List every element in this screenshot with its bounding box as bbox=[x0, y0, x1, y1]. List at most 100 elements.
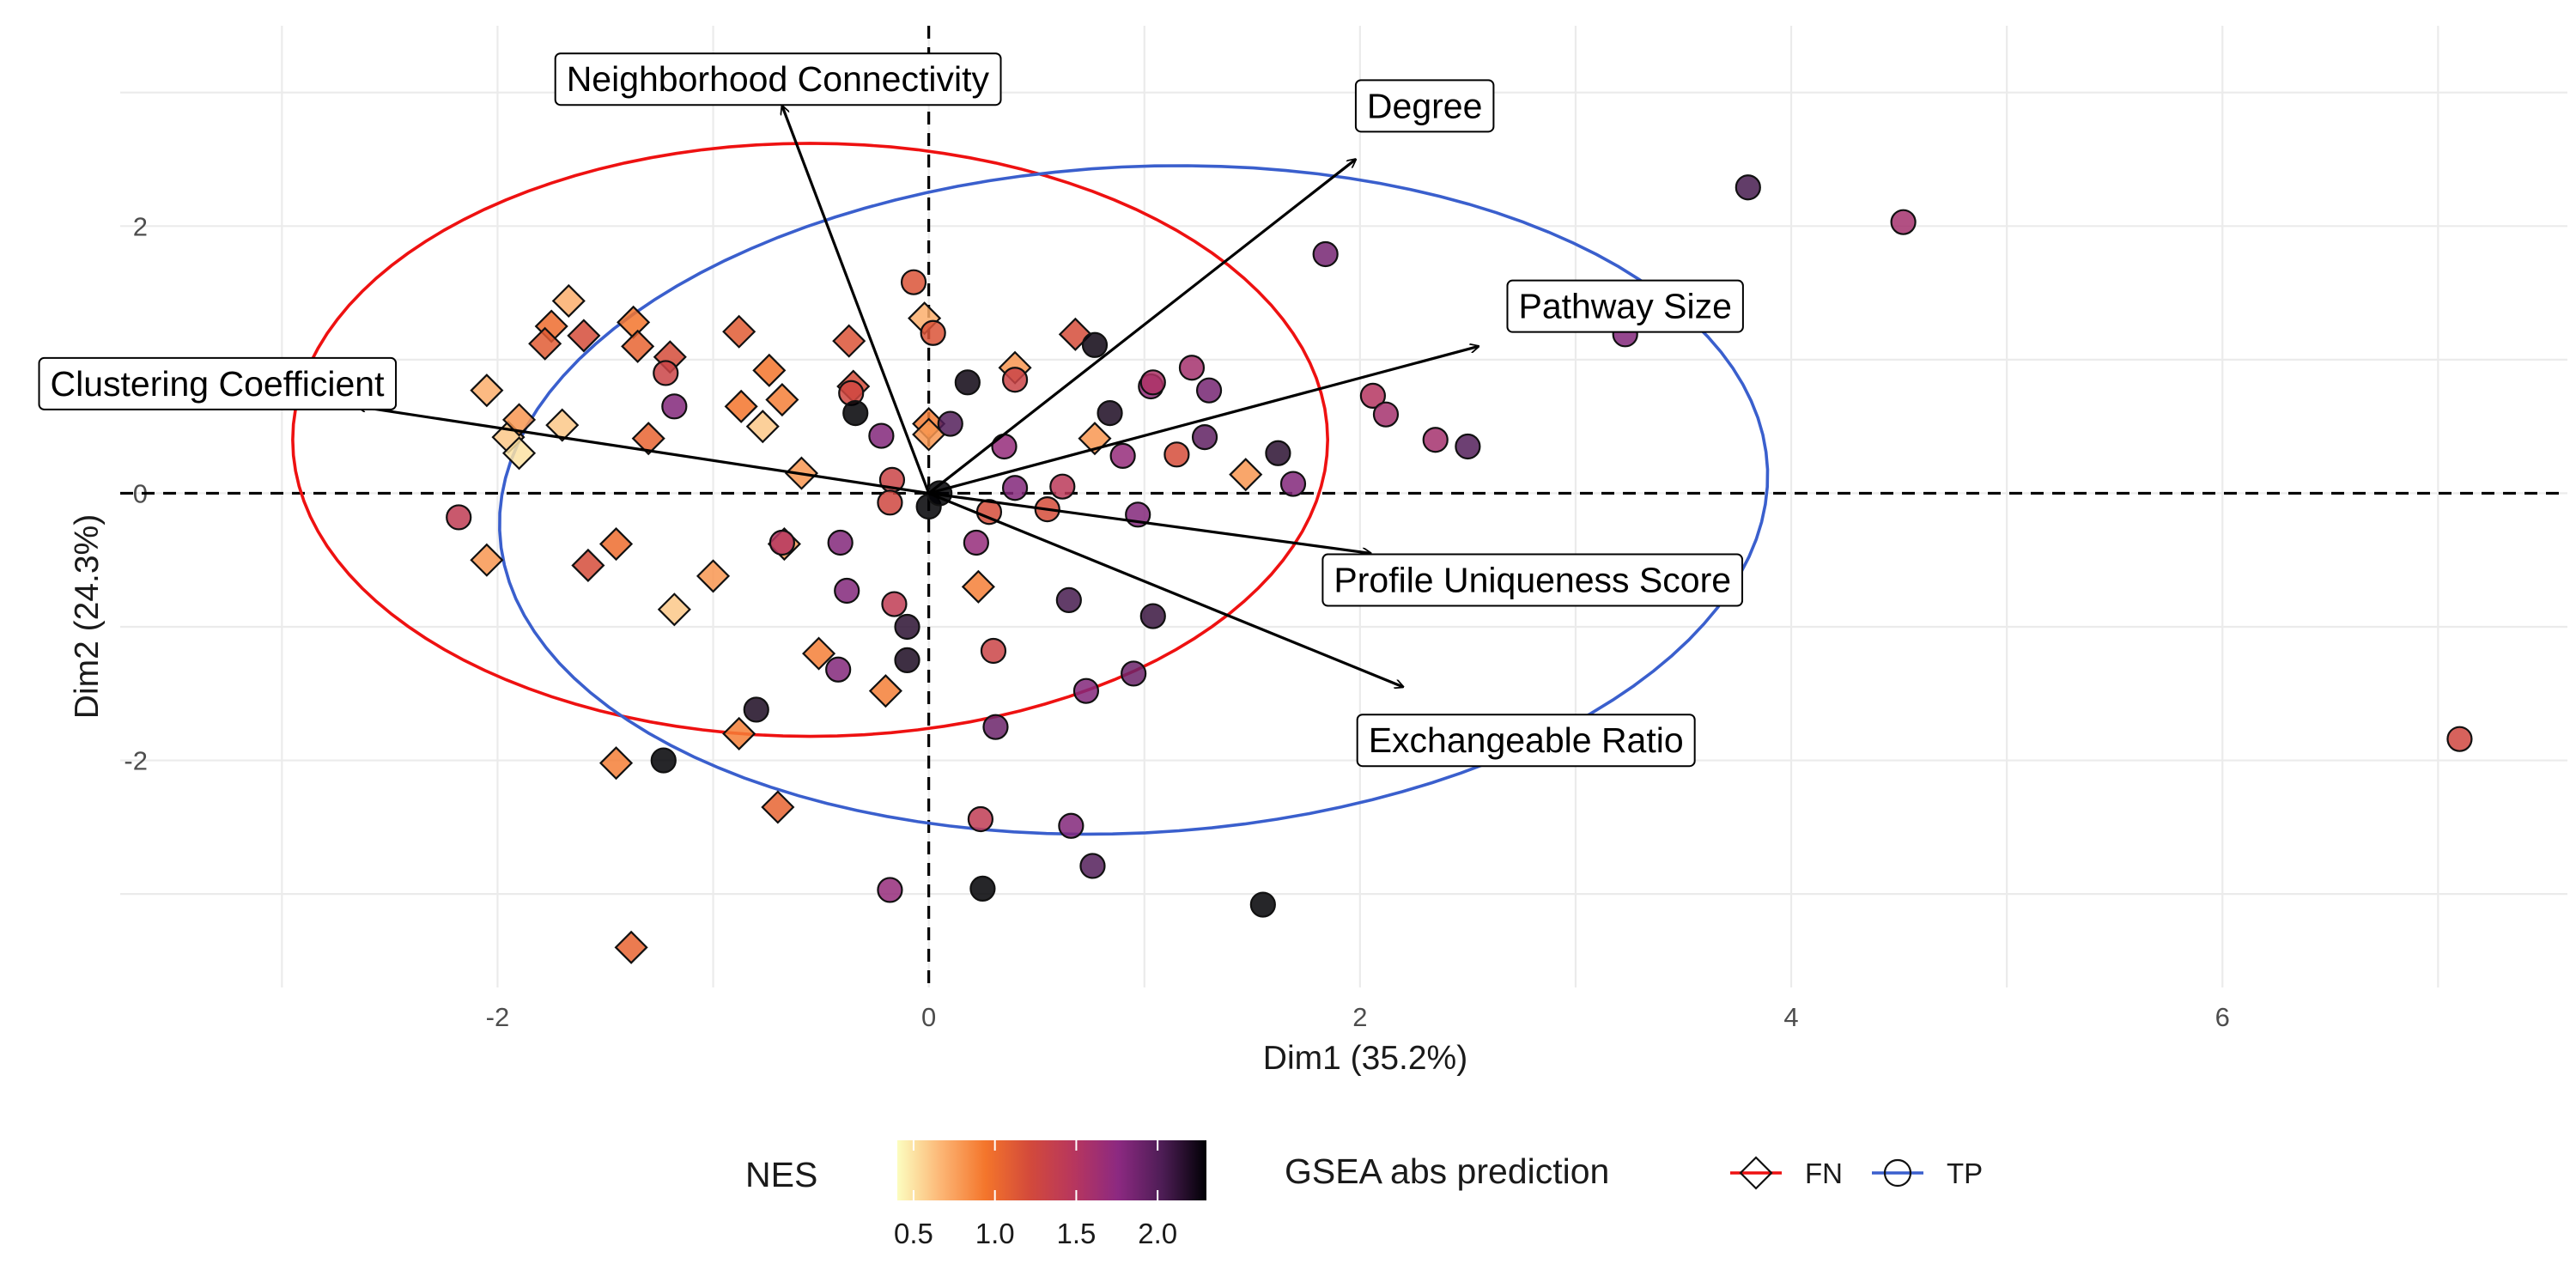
point-tp bbox=[769, 529, 795, 556]
point-fn bbox=[470, 543, 504, 577]
arrow-profile-uniqueness-score bbox=[928, 491, 1371, 553]
point-fn bbox=[551, 283, 586, 319]
point-tp bbox=[881, 591, 908, 617]
point-fn bbox=[631, 422, 665, 456]
point-fn bbox=[614, 930, 648, 964]
point-fn bbox=[1229, 458, 1263, 492]
color-legend-title: NES bbox=[745, 1155, 817, 1194]
point-tp bbox=[877, 489, 903, 516]
point-fn bbox=[765, 382, 799, 417]
point-fn bbox=[961, 569, 995, 604]
point-tp bbox=[827, 529, 854, 556]
point-fn bbox=[745, 410, 780, 444]
point-fn bbox=[501, 403, 537, 437]
point-fn bbox=[722, 716, 756, 751]
arrow-exchangeable-ratio bbox=[928, 491, 1403, 687]
point-tp bbox=[1072, 677, 1100, 704]
legend-circle-icon bbox=[1883, 1158, 1912, 1188]
label-text-neighborhood-connectivity: Neighborhood Connectivity bbox=[567, 59, 990, 99]
point-fn bbox=[621, 329, 655, 363]
point-tp bbox=[1079, 853, 1106, 879]
color-legend-ticks: 0.5 1.0 1.5 2.0 bbox=[894, 1140, 1177, 1249]
label-profile-uniqueness-score: Profile Uniqueness Score bbox=[1321, 553, 1744, 607]
label-clustering-coefficient: Clustering Coefficient bbox=[38, 356, 398, 410]
point-tp bbox=[1001, 367, 1029, 393]
point-tp bbox=[1279, 471, 1307, 497]
point-tp bbox=[1890, 209, 1917, 235]
point-tp bbox=[937, 410, 963, 437]
label-text-pathway-size: Pathway Size bbox=[1518, 287, 1731, 326]
point-fn bbox=[752, 353, 787, 387]
point-fn bbox=[1078, 422, 1112, 456]
point-tp bbox=[1109, 442, 1136, 469]
point-tp bbox=[1249, 891, 1276, 918]
point-tp bbox=[1735, 174, 1761, 201]
point-tp bbox=[1359, 382, 1386, 409]
label-box-neighborhood-connectivity bbox=[554, 52, 1002, 106]
color-tick-label: 1.0 bbox=[975, 1218, 1015, 1249]
point-tp bbox=[969, 875, 996, 902]
point-tp bbox=[1139, 369, 1166, 396]
point-tp bbox=[1422, 427, 1449, 453]
point-tp bbox=[1001, 475, 1029, 501]
point-tp bbox=[1163, 441, 1190, 468]
y-tick-label: 2 bbox=[133, 211, 148, 241]
point-tp bbox=[1372, 401, 1400, 428]
point-fn bbox=[528, 326, 562, 361]
variable-labels: Neighborhood Connectivity Degree Pathway S… bbox=[38, 52, 1744, 768]
point-tp bbox=[991, 433, 1018, 460]
point-fn bbox=[696, 559, 731, 593]
y-tick-label: 0 bbox=[133, 478, 148, 508]
point-tp bbox=[1178, 355, 1206, 381]
point-tp bbox=[1191, 424, 1218, 451]
point-tp bbox=[868, 422, 895, 449]
point-fn bbox=[802, 636, 836, 671]
label-box-profile-uniqueness-score bbox=[1321, 553, 1744, 607]
point-tp bbox=[1312, 240, 1339, 268]
point-fn bbox=[501, 436, 537, 471]
x-tick-label: -2 bbox=[486, 1002, 510, 1032]
label-neighborhood-connectivity: Neighborhood Connectivity bbox=[554, 52, 1002, 106]
point-tp bbox=[967, 805, 993, 833]
point-tp bbox=[1121, 660, 1147, 687]
point-tp bbox=[834, 577, 860, 605]
point-tp bbox=[743, 696, 769, 723]
point-fn bbox=[470, 374, 504, 408]
label-box-pathway-size bbox=[1506, 279, 1744, 333]
x-tick-label: 0 bbox=[921, 1002, 936, 1032]
shape-legend-items: FN TP bbox=[1730, 1156, 1983, 1190]
point-fn bbox=[724, 389, 758, 423]
point-tp bbox=[1097, 400, 1123, 427]
shape-legend-title: GSEA abs prediction bbox=[1285, 1151, 1609, 1191]
point-tp bbox=[894, 647, 920, 673]
label-box-degree bbox=[1354, 79, 1495, 133]
point-fn bbox=[657, 592, 691, 627]
point-fn bbox=[761, 790, 795, 824]
point-tp bbox=[1195, 377, 1223, 404]
point-fn bbox=[545, 408, 580, 442]
color-legend-bar bbox=[897, 1140, 1206, 1200]
point-tp bbox=[920, 319, 946, 346]
legend-label-fn: FN bbox=[1805, 1157, 1843, 1189]
point-tp bbox=[1265, 440, 1291, 466]
y-tick-label: -2 bbox=[124, 746, 148, 776]
color-tick-label: 2.0 bbox=[1138, 1218, 1177, 1249]
point-tp bbox=[1058, 812, 1084, 839]
point-fn bbox=[598, 526, 634, 562]
arrow-clustering-coefficient bbox=[357, 406, 929, 495]
color-tick-label: 1.5 bbox=[1056, 1218, 1096, 1249]
point-fn bbox=[832, 324, 866, 358]
color-tick-label: 0.5 bbox=[894, 1218, 933, 1249]
label-text-degree: Degree bbox=[1367, 86, 1482, 125]
axis-ticks: -2 0 2 4 6 -2 0 2 bbox=[124, 211, 2229, 1032]
point-tp bbox=[900, 269, 927, 295]
legend: NES 0.5 1.0 1.5 2.0 GSEA abs prediction FN T… bbox=[745, 1140, 1983, 1249]
legend-label-tp: TP bbox=[1947, 1157, 1983, 1189]
label-text-profile-uniqueness-score: Profile Uniqueness Score bbox=[1334, 561, 1731, 600]
y-axis-title: Dim2 (24.3%) bbox=[69, 514, 106, 719]
point-tp bbox=[1081, 331, 1109, 358]
point-fn bbox=[571, 548, 605, 583]
point-tp bbox=[446, 504, 472, 531]
point-tp bbox=[894, 613, 920, 641]
